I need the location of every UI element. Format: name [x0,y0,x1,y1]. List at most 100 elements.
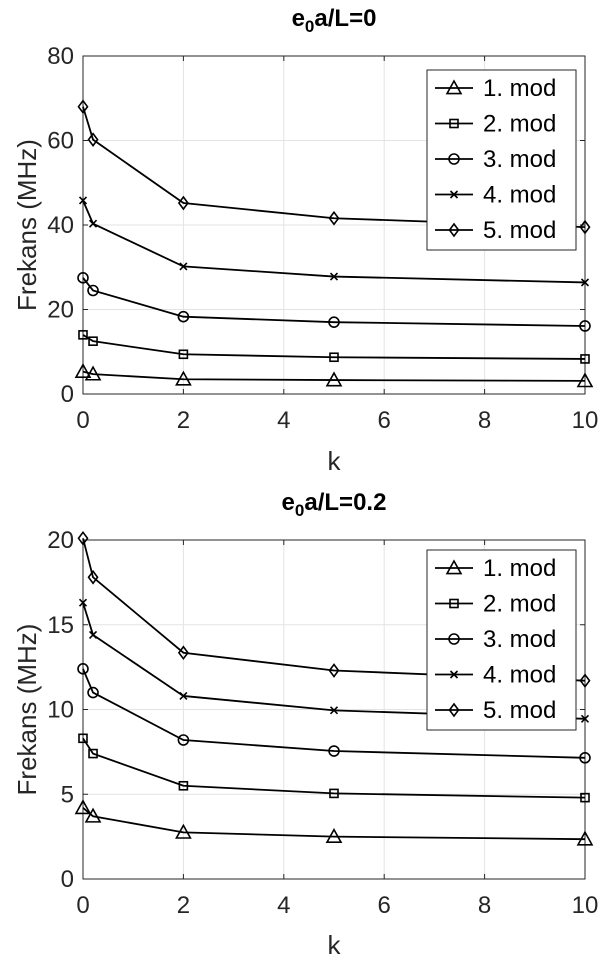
chart-2-title: e0a/L=0.2 [282,489,387,520]
chart-2-series-1-point [84,807,102,823]
chart-1-legend-label: 1. mod [483,75,556,102]
chart-2-x-tick-label: 8 [478,892,491,919]
chart-2-series-2-point [178,780,189,791]
chart-1-series-1-point [74,362,92,379]
chart-2-legend-label: 3. mod [483,626,556,653]
chart-2-legend-marker [445,559,463,575]
chart-1-title: e0a/L=0 [292,5,377,36]
chart-1-series-5-point [77,99,89,115]
chart-1-series-3-point [579,320,591,332]
chart-2-legend-label: 5. mod [483,697,556,724]
chart-1-legend-label: 4. mod [483,182,556,209]
chart-2-x-tick-label: 0 [76,892,89,919]
chart-2-series-3-point [177,734,190,746]
chart-1-series-4 [78,196,590,287]
chart-2-y-tick-label: 0 [61,866,74,893]
chart-2-series-1-point [74,799,92,815]
chart-1-y-axis-label: Frekans (MHz) [12,139,42,311]
chart-2-legend-marker [448,633,460,645]
chart-2-series-5-point [87,569,99,585]
chart-1-legend-label: 5. mod [483,217,556,244]
chart-2-series-5-point [328,663,340,678]
chart-2-legend-label: 1. mod [483,555,556,582]
chart-1-y-tick-label: 0 [61,381,74,408]
chart-2-legend: 1. mod 2. mod 3. mod 4. mod 5. mod [426,549,577,731]
chart-2-series-2-line [82,737,586,799]
chart-1-y-tick-label: 80 [47,43,74,70]
chart-1-series-3-point [87,284,99,297]
chart-1-series-1-point [576,372,594,388]
chart-2-series-3-point [87,686,99,699]
chart-1: 0 2 4 6 8 10 0 20 40 60 80 e0a/L=0 k Frekans (MHz) 1. … [12,5,598,476]
chart-2-y-axis-label: Frekans (MHz) [12,624,42,796]
chart-1-x-tick-label: 0 [76,407,89,434]
chart-1-series-2-point [178,349,189,360]
chart-2-legend-label: 4. mod [483,662,556,689]
chart-2-series-5-line [82,538,586,682]
chart-1-series-4-point [329,272,339,281]
chart-2-y-tick-label: 20 [47,527,74,554]
chart-1-series-3 [77,272,591,332]
chart-2-x-axis-label: k [328,930,342,960]
chart-1-legend-marker [448,222,460,238]
chart-1-series-2-point [580,354,590,364]
chart-2-x-tick-label: 2 [177,892,190,919]
chart-2-series-2-point [78,733,88,744]
chart-1-series-4-point [88,219,98,228]
chart-1-x-axis-label: k [328,446,342,476]
chart-1-legend: 1. mod 2. mod 3. mod 4. mod 5. mod [426,69,577,251]
chart-2-series-2-point [88,748,98,759]
chart-2-series-1-point [576,830,594,846]
chart-2-series-3-point [579,752,591,764]
chart-1-legend-label: 3. mod [483,146,556,173]
chart-2-series-1-point [175,823,192,839]
chart-1-legend-marker [449,190,459,199]
chart-2-series-5 [77,530,591,689]
chart-1-series-2 [78,330,590,364]
chart-1-x-tick-label: 2 [177,407,190,434]
chart-2-series-3-line [82,668,586,759]
chart-2-series-4-point [179,691,188,701]
chart-2: 0 2 4 6 8 10 0 5 10 15 20 e0a/L=0.2 k Frekans (MHz) 1.… [12,489,598,960]
chart-2-series-1-point [325,827,343,844]
chart-1-series-5-line [82,106,586,229]
chart-2-series-3-point [77,663,89,675]
chart-2-series-4-point [329,706,339,715]
chart-1-series-3-point [328,316,340,328]
chart-1-series-2-point [88,336,98,346]
chart-1-series-4-point [78,196,88,205]
chart-2-series-5-point [77,530,89,546]
chart-2-series-1 [74,799,594,846]
chart-2-y-tick-label: 10 [47,697,74,724]
chart-1-x-tick-label: 10 [572,407,599,434]
chart-2-series-3 [77,663,591,764]
chart-1-legend-marker [449,118,459,129]
chart-2-x-tick-label: 4 [277,892,290,919]
chart-1-series-3-point [177,310,190,323]
chart-1-series-1-point [325,371,343,387]
chart-2-legend-label: 2. mod [483,591,556,618]
chart-2-series-5-point [177,645,189,661]
chart-1-legend-label: 2. mod [483,111,556,138]
chart-2-legend-marker [449,598,459,609]
chart-1-legend-box [426,69,577,251]
chart-1-series-5-point [87,132,99,147]
chart-2-series-2-point [580,792,590,803]
chart-1-series-1-point [84,365,102,381]
chart-2-legend-marker [448,702,460,718]
chart-1-series-5-point [579,219,591,235]
chart-1-series-4-point [179,262,188,271]
chart-1-y-tick-label: 20 [47,297,74,324]
chart-1-x-tick-label: 6 [378,407,391,434]
chart-1-x-tick-label: 4 [277,407,290,434]
chart-2-legend-box [426,549,577,731]
chart-1-series-2-point [329,352,339,363]
chart-1-series-1 [74,362,594,388]
chart-2-x-tick-label: 6 [378,892,391,919]
chart-2-series-4 [78,598,590,723]
chart-1-series-5-point [177,195,189,211]
chart-2-series-4-point [88,630,98,639]
chart-2-series-2 [78,733,590,803]
chart-2-series-4-point [78,598,88,607]
